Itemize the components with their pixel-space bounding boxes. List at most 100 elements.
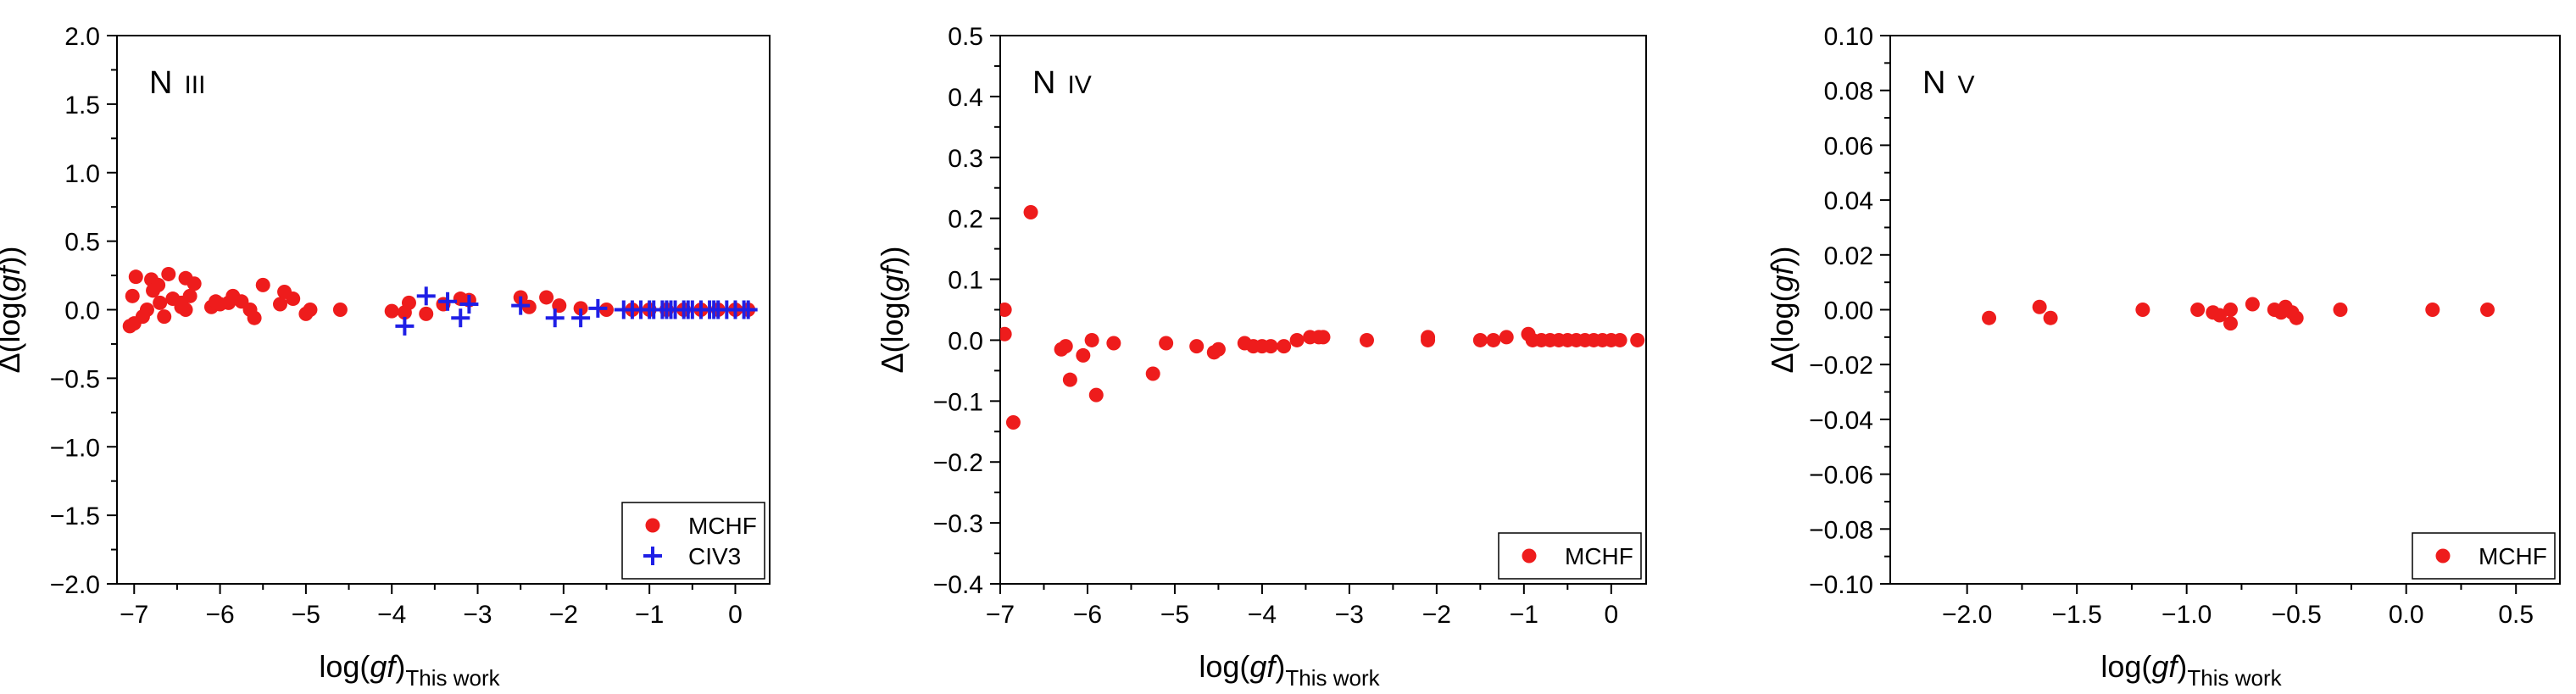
- y-tick-label: 0.5: [948, 23, 983, 51]
- point-civ3: [571, 308, 591, 328]
- point-mchf: [1000, 303, 1012, 317]
- point-mchf: [2190, 303, 2206, 317]
- x-tick-label: −2.0: [1942, 601, 1992, 629]
- y-tick-label: −0.5: [50, 365, 100, 393]
- point-mchf: [125, 288, 140, 303]
- point-mchf: [247, 310, 262, 325]
- x-tick-label: −4: [377, 601, 406, 629]
- legend-label: CIV3: [688, 543, 741, 569]
- point-mchf: [186, 276, 202, 291]
- plot-frame: [999, 35, 1647, 585]
- legend: MCHF: [1498, 532, 1642, 580]
- y-tick-label: −0.3: [933, 510, 983, 538]
- panel-title: N IV: [1032, 65, 1092, 101]
- y-tick-label: −0.04: [1809, 407, 1873, 435]
- y-tick-label: 1.5: [64, 92, 100, 119]
- y-axis-label: Δ(log(gf)): [1765, 246, 1800, 373]
- y-tick-label: −0.2: [933, 449, 983, 477]
- panel-title-ion: V: [1957, 71, 1974, 99]
- point-mchf: [128, 269, 143, 285]
- scatter-points: [1982, 297, 2495, 331]
- y-tick-label: 0.0: [948, 327, 983, 355]
- point-mchf: [419, 306, 434, 321]
- point-mchf: [1277, 339, 1292, 354]
- point-mchf: [273, 297, 287, 312]
- point-mchf: [1499, 330, 1514, 345]
- point-mchf: [2245, 297, 2260, 312]
- x-axis-label: log(gf)This work: [2100, 649, 2282, 691]
- y-tick-label: −0.4: [933, 571, 983, 599]
- point-mchf: [139, 303, 154, 317]
- x-tick-label: 0.5: [2498, 601, 2534, 629]
- legend-marker-mchf: [2435, 548, 2451, 564]
- panel-title: N III: [149, 65, 205, 101]
- y-tick-label: 1.0: [64, 160, 100, 188]
- point-mchf: [1023, 204, 1038, 219]
- point-civ3: [416, 286, 436, 306]
- y-tick-label: −1.5: [50, 502, 100, 530]
- point-mchf: [1630, 332, 1645, 347]
- legend-marker-mchf: [645, 518, 660, 533]
- y-tick-label: −0.06: [1809, 462, 1873, 490]
- point-civ3: [545, 308, 565, 328]
- y-tick-label: 0.00: [1824, 297, 1873, 325]
- x-tick-label: −3: [463, 601, 492, 629]
- x-tick-label: −2: [1422, 601, 1451, 629]
- point-mchf: [1000, 326, 1012, 341]
- panel-n-v: −0.10 −0.08 −0.06 −0.04 −0.02 0.00 0.02 0.04 0.0…: [1765, 23, 2561, 691]
- x-tick-label: −7: [986, 601, 1015, 629]
- point-mchf: [1982, 310, 1997, 325]
- point-mchf: [153, 295, 168, 310]
- legend-label: MCHF: [688, 513, 757, 539]
- legend-box: [1498, 532, 1642, 580]
- point-mchf: [1076, 347, 1091, 363]
- y-tick-label: 0.5: [64, 229, 100, 257]
- x-tick-label: 0.0: [2389, 601, 2424, 629]
- y-tick-label: 0.02: [1824, 242, 1873, 270]
- point-civ3: [588, 298, 608, 318]
- x-tick-label: −2: [549, 601, 578, 629]
- x-tick-label: −1: [635, 601, 664, 629]
- x-tick-label: −3: [1335, 601, 1364, 629]
- x-axis-label: log(gf)This work: [319, 649, 500, 691]
- point-mchf: [1316, 330, 1331, 345]
- point-mchf: [2333, 303, 2348, 317]
- point-mchf: [1084, 332, 1099, 347]
- point-mchf: [1289, 332, 1305, 347]
- y-axis-label: Δ(log(gf)): [875, 246, 910, 373]
- legend-marker-mchf: [1522, 548, 1537, 564]
- point-mchf: [1005, 414, 1021, 430]
- point-mchf: [161, 266, 176, 281]
- x-tick-label: −1.0: [2162, 601, 2212, 629]
- y-tick-label: −2.0: [50, 571, 100, 599]
- point-civ3: [395, 316, 414, 336]
- point-mchf: [332, 303, 348, 317]
- y-tick-label: 0.08: [1824, 78, 1873, 106]
- point-mchf: [2135, 303, 2150, 317]
- y-tick-label: −0.02: [1809, 352, 1873, 380]
- point-mchf: [1058, 339, 1073, 354]
- point-mchf: [182, 288, 198, 303]
- point-mchf: [157, 309, 172, 325]
- point-mchf: [2212, 308, 2228, 323]
- legend-box: [621, 502, 765, 580]
- point-mchf: [178, 303, 193, 317]
- point-civ3: [459, 295, 479, 314]
- y-tick-label: −1.0: [50, 434, 100, 462]
- point-mchf: [1106, 336, 1121, 351]
- point-mchf: [255, 277, 270, 292]
- y-tick-label: 0.4: [948, 84, 983, 112]
- point-civ3: [438, 291, 458, 311]
- x-tick-label: −7: [120, 601, 148, 629]
- point-mchf: [401, 295, 416, 310]
- panel-title-element: N: [1032, 65, 1055, 101]
- point-mchf: [2032, 299, 2047, 314]
- point-mchf: [1612, 332, 1627, 347]
- point-mchf: [1263, 339, 1278, 354]
- y-tick-label: 0.3: [948, 145, 983, 173]
- legend: MCHF: [2412, 532, 2556, 580]
- point-mchf: [1062, 372, 1077, 387]
- y-tick-label: 0.0: [64, 297, 100, 325]
